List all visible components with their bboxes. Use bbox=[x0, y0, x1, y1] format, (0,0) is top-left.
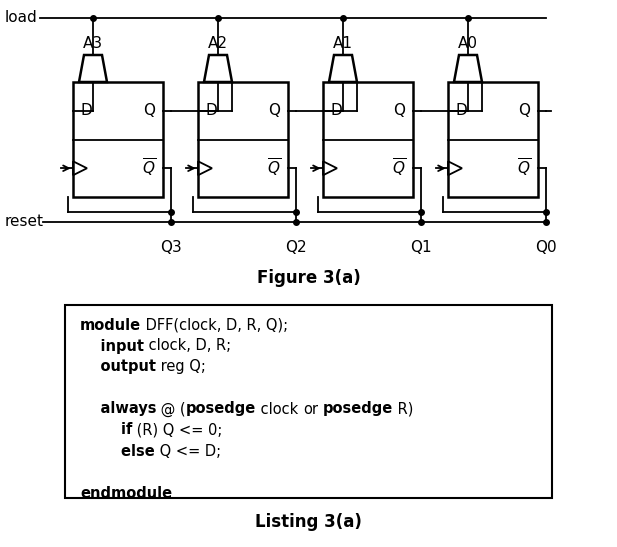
Text: D: D bbox=[80, 103, 92, 118]
Text: Q1: Q1 bbox=[410, 240, 432, 255]
Text: Q3: Q3 bbox=[160, 240, 182, 255]
Text: posedge: posedge bbox=[186, 401, 257, 416]
Text: $\overline{Q}$: $\overline{Q}$ bbox=[267, 157, 281, 179]
Text: Q: Q bbox=[143, 103, 155, 118]
Bar bbox=[73, 82, 163, 197]
Text: DFF(clock, D, R, Q);: DFF(clock, D, R, Q); bbox=[141, 317, 288, 333]
Bar bbox=[65, 305, 552, 498]
Bar bbox=[198, 82, 288, 197]
Text: clock: clock bbox=[257, 401, 303, 416]
Text: input: input bbox=[80, 339, 144, 353]
Text: Q: Q bbox=[393, 103, 405, 118]
Text: or: or bbox=[303, 401, 318, 416]
Text: else: else bbox=[80, 444, 155, 458]
Text: Listing 3(a): Listing 3(a) bbox=[255, 513, 362, 531]
Text: $\overline{Q}$: $\overline{Q}$ bbox=[517, 157, 531, 179]
Text: Q <= D;: Q <= D; bbox=[155, 444, 221, 458]
Text: R): R) bbox=[393, 401, 413, 416]
Text: always: always bbox=[80, 401, 157, 416]
Text: $\overline{Q}$: $\overline{Q}$ bbox=[142, 157, 156, 179]
Text: if: if bbox=[80, 422, 133, 438]
Text: @ (: @ ( bbox=[157, 401, 186, 417]
Text: (R) Q <= 0;: (R) Q <= 0; bbox=[133, 422, 223, 438]
Text: posedge: posedge bbox=[323, 401, 393, 416]
Text: D: D bbox=[205, 103, 217, 118]
Text: Q2: Q2 bbox=[285, 240, 307, 255]
Text: Q: Q bbox=[268, 103, 280, 118]
Text: A3: A3 bbox=[83, 36, 103, 51]
Text: Q0: Q0 bbox=[535, 240, 557, 255]
Text: reset: reset bbox=[5, 214, 44, 230]
Text: A0: A0 bbox=[458, 36, 478, 51]
Text: Figure 3(a): Figure 3(a) bbox=[257, 269, 360, 287]
Text: D: D bbox=[330, 103, 342, 118]
Text: Q: Q bbox=[518, 103, 530, 118]
Text: A1: A1 bbox=[333, 36, 353, 51]
Bar bbox=[448, 82, 538, 197]
Text: $\overline{Q}$: $\overline{Q}$ bbox=[392, 157, 406, 179]
Text: load: load bbox=[5, 10, 38, 26]
Text: A2: A2 bbox=[208, 36, 228, 51]
Text: clock, D, R;: clock, D, R; bbox=[144, 339, 231, 353]
Text: D: D bbox=[455, 103, 467, 118]
Text: reg Q;: reg Q; bbox=[156, 359, 206, 375]
Text: endmodule: endmodule bbox=[80, 486, 172, 501]
Bar bbox=[323, 82, 413, 197]
Text: output: output bbox=[80, 359, 156, 375]
Text: module: module bbox=[80, 317, 141, 333]
